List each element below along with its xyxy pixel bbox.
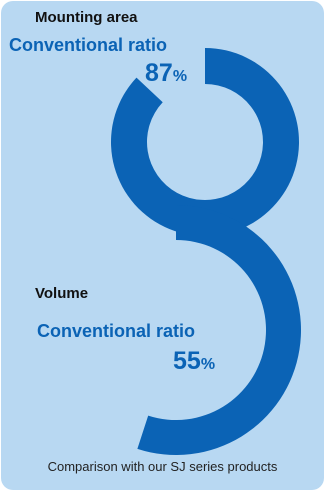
volume-value-unit: % [200, 356, 216, 373]
mounting-area-ratio-arc [110, 48, 299, 236]
volume-value-number: 55 [173, 347, 201, 375]
volume-ratio-arc [137, 204, 302, 456]
volume-title: Volume [35, 285, 89, 302]
mounting-area-ratio-label: Conventional ratio [9, 35, 168, 55]
volume-ratio-label: Conventional ratio [37, 321, 196, 341]
mounting-area-ratio-value: 87% [145, 59, 187, 88]
footer-note: Comparison with our SJ series products [47, 459, 278, 474]
volume-ratio-value: 55% [173, 347, 215, 376]
mounting-area-value-number: 87 [145, 59, 173, 87]
mounting-area-title: Mounting area [35, 9, 138, 26]
mounting-area-value-unit: % [172, 68, 188, 85]
